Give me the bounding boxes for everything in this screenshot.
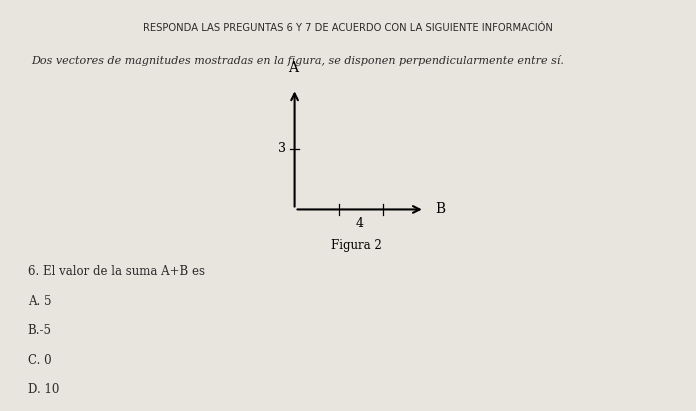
Text: 6. El valor de la suma A+B es: 6. El valor de la suma A+B es — [28, 265, 205, 278]
Text: A. 5: A. 5 — [28, 295, 52, 308]
Text: C. 0: C. 0 — [28, 354, 52, 367]
Text: B: B — [435, 203, 445, 217]
Text: D. 10: D. 10 — [28, 383, 59, 397]
Text: RESPONDA LAS PREGUNTAS 6 Y 7 DE ACUERDO CON LA SIGUIENTE INFORMACIÓN: RESPONDA LAS PREGUNTAS 6 Y 7 DE ACUERDO … — [143, 23, 553, 32]
Text: 3: 3 — [278, 143, 286, 155]
Text: A: A — [288, 61, 298, 75]
Text: Dos vectores de magnitudes mostradas en la figura, se disponen perpendicularment: Dos vectores de magnitudes mostradas en … — [31, 55, 564, 67]
Text: Figura 2: Figura 2 — [331, 239, 382, 252]
Text: B.-5: B.-5 — [28, 324, 52, 337]
Text: 4: 4 — [356, 217, 363, 230]
